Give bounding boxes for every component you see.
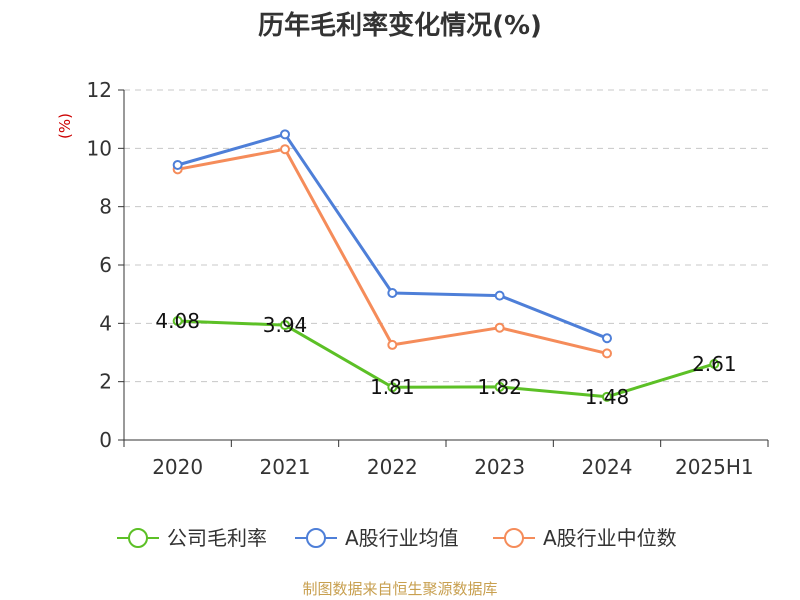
x-tick-label: 2022 xyxy=(367,455,418,479)
data-label: 2.61 xyxy=(692,352,737,376)
data-label: 1.82 xyxy=(477,375,522,399)
data-point xyxy=(172,159,183,170)
legend-marker xyxy=(306,528,326,548)
data-point xyxy=(387,288,398,298)
chart-title: 历年毛利率变化情况(%) xyxy=(258,10,542,41)
legend-marker xyxy=(504,528,524,548)
data-point xyxy=(709,358,720,369)
axes: 0 2 4 6 8 10 12 2020 2021 2022 2023 2024 2025H1 xyxy=(87,78,769,479)
grid xyxy=(124,89,768,383)
data-point xyxy=(280,129,290,140)
legend-label: 公司毛利率 xyxy=(167,526,267,550)
data-point xyxy=(280,320,290,331)
x-tick-label: 2020 xyxy=(152,455,203,479)
legend-item: A股行业均值 xyxy=(295,526,459,550)
data-point xyxy=(172,316,183,326)
legend-label: A股行业均值 xyxy=(345,526,459,550)
data-point xyxy=(387,339,398,350)
data-labels: 4.08 3.94 1.81 1.82 1.48 2.61 xyxy=(155,309,736,409)
y-tick-label: 12 xyxy=(87,78,112,102)
series-line xyxy=(177,132,608,340)
x-tick-label: 2021 xyxy=(260,455,311,479)
data-point xyxy=(387,382,398,393)
x-tick-label: 2024 xyxy=(582,455,633,479)
data-point xyxy=(602,391,612,402)
data-point xyxy=(494,290,505,301)
data-point xyxy=(494,381,505,392)
legend: 公司毛利率 A股行业均值 A股行业中位数 xyxy=(117,526,677,550)
y-tick-label: 8 xyxy=(99,195,112,219)
data-point xyxy=(602,333,612,344)
y-tick-label: 0 xyxy=(99,428,112,452)
legend-item: A股行业中位数 xyxy=(493,526,677,550)
y-axis-label: (%) xyxy=(56,113,74,139)
x-tick-label: 2025H1 xyxy=(675,455,754,479)
source-note: 制图数据来自恒生聚源数据库 xyxy=(302,580,497,598)
x-tick-label: 2023 xyxy=(474,455,525,479)
series xyxy=(172,129,720,402)
data-point xyxy=(280,144,290,155)
data-point xyxy=(494,322,505,333)
data-label: 1.48 xyxy=(585,385,630,409)
y-tick-label: 4 xyxy=(99,311,112,335)
data-label: 3.94 xyxy=(263,313,308,337)
legend-label: A股行业中位数 xyxy=(543,526,677,550)
series-line xyxy=(177,319,715,399)
legend-item: 公司毛利率 xyxy=(117,526,267,550)
y-tick-label: 10 xyxy=(87,136,112,160)
data-label: 1.81 xyxy=(370,375,415,399)
data-point xyxy=(602,348,612,359)
y-tick-label: 6 xyxy=(99,253,112,277)
legend-marker xyxy=(128,528,148,548)
data-label: 4.08 xyxy=(155,309,200,333)
y-tick-label: 2 xyxy=(99,370,112,394)
